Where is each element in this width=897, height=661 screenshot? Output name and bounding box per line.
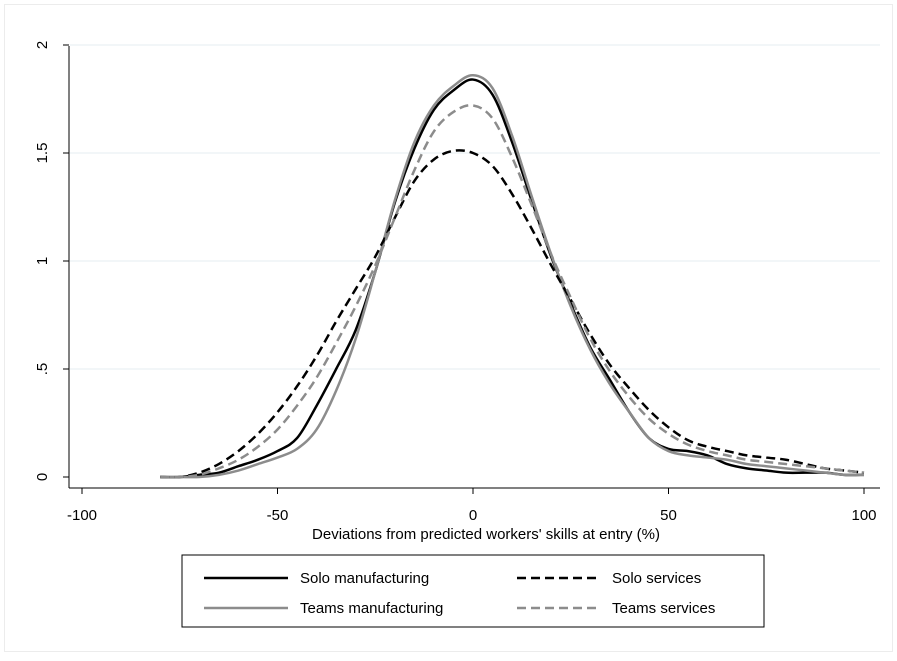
series-line-solo-services [160,149,865,479]
y-tick-label: .5 [34,363,51,376]
ticks: 0 .5 1 1.5 2 -100 -50 0 50 100 [34,41,877,524]
legend: Solo manufacturing Solo services Teams man… [181,554,765,628]
axes [68,46,880,489]
legend-label-teams-services: Teams services [612,600,715,617]
x-tick-label: -50 [267,507,289,524]
legend-label-teams-manufacturing: Teams manufacturing [300,600,443,617]
x-axis-title: Deviations from predicted workers' skill… [312,526,660,543]
legend-box [181,554,765,628]
x-tick-label: 0 [469,507,477,524]
series-line-solo-manufacturing [160,78,865,479]
y-tick-label: 1 [34,257,51,265]
x-tick-label: 100 [851,507,876,524]
y-tick-label: 2 [34,41,51,49]
series-lines [160,73,865,479]
x-tick-label: 50 [660,507,677,524]
y-tick-label: 1.5 [34,143,51,164]
legend-label-solo-services: Solo services [612,570,701,587]
y-tick-label: 0 [34,473,51,481]
series-line-teams-manufacturing [160,73,865,479]
outer-frame [4,4,893,652]
legend-label-solo-manufacturing: Solo manufacturing [300,570,429,587]
series-line-teams-services [160,104,865,479]
x-tick-label: -100 [67,507,97,524]
